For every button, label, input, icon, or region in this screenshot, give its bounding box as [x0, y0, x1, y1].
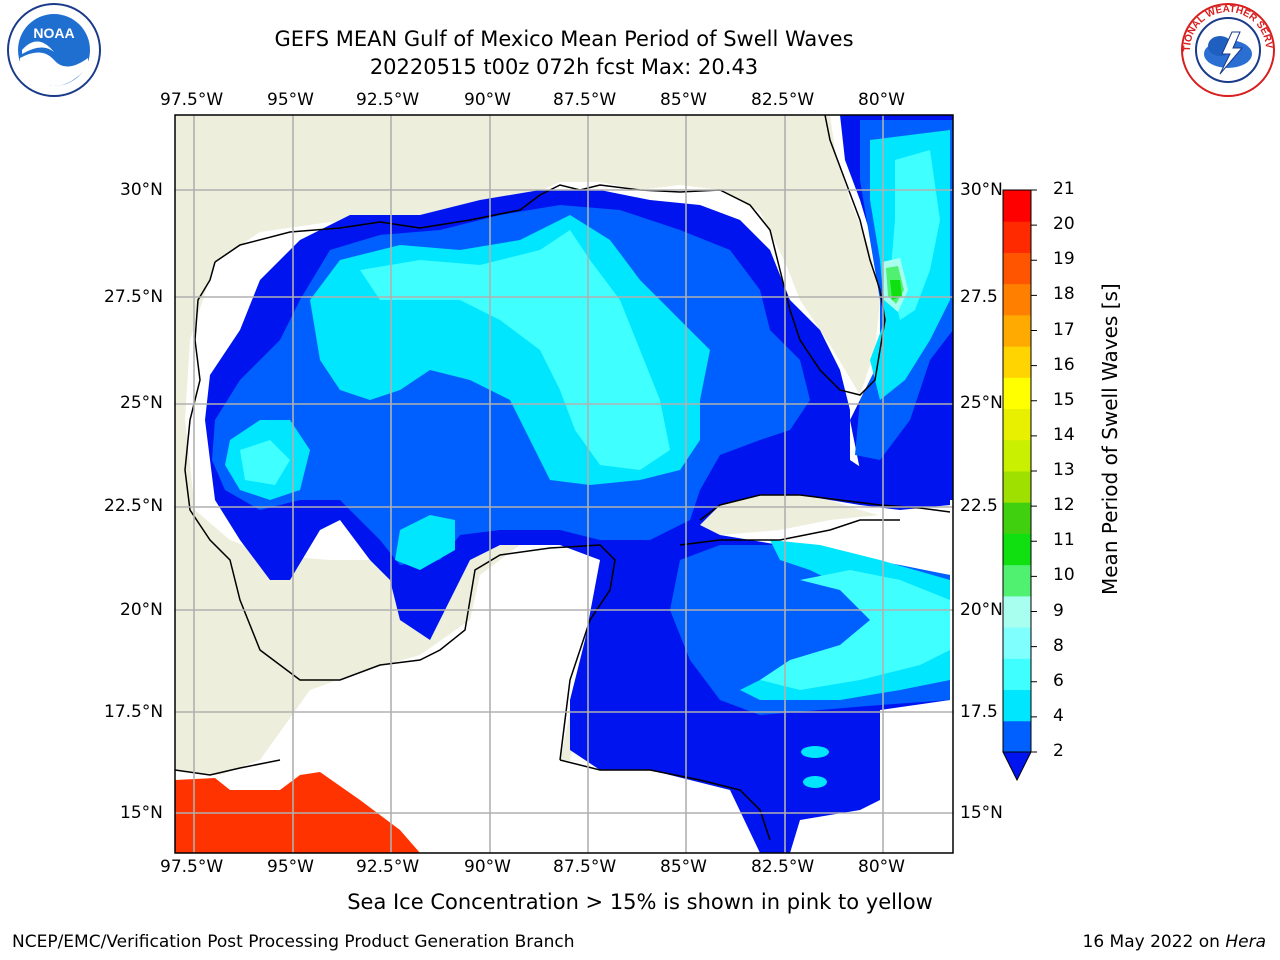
footer-date: 16 May 2022 on Hera: [1083, 932, 1267, 952]
lon-tick-bottom-5: 85°W: [660, 857, 707, 877]
colorbar-swatch: [1003, 595, 1031, 628]
footer-credit: NCEP/EMC/Verification Post Processing Pr…: [12, 932, 575, 952]
lon-tick-bottom-7: 80°W: [858, 857, 905, 877]
chart-subtitle: 20220515 t00z 072h fcst Max: 20.43: [369, 55, 759, 79]
lat-tick-left-0: 30°N: [120, 180, 163, 200]
colorbar-swatch: [1003, 471, 1031, 503]
colorbar-tick-label: 19: [1053, 249, 1075, 270]
lat-tick-left-3: 22.5°N: [104, 496, 164, 516]
colorbar-tick-label: 2: [1053, 741, 1064, 761]
colorbar-swatch: [1003, 314, 1031, 347]
colorbar-tick-label: 14: [1053, 424, 1075, 445]
colorbar-swatch: [1003, 346, 1031, 378]
colorbar-tick-label: 21: [1053, 179, 1075, 199]
lat-tick-right-4: 20°N: [960, 600, 1003, 620]
lat-tick-right-1: 27.5: [960, 287, 998, 307]
lon-tick-top-1: 95°W: [267, 90, 314, 110]
sea-ice-note: Sea Ice Concentration > 15% is shown in …: [347, 890, 933, 914]
lon-tick-bottom-6: 82.5°W: [751, 857, 815, 877]
colorbar-swatch: [1003, 408, 1031, 441]
lon-tick-top-5: 85°W: [660, 90, 707, 110]
colorbar-swatch: [1003, 221, 1031, 253]
lon-tick-bottom-1: 95°W: [267, 857, 314, 877]
nws-logo: NATIONAL WEATHER SERVICE: [1176, 2, 1275, 97]
lat-tick-right-2: 25°N: [960, 393, 1003, 413]
colorbar-tick-label: 17: [1053, 319, 1075, 340]
colorbar-swatch: [1003, 720, 1031, 753]
svg-text:NOAA: NOAA: [33, 25, 74, 41]
colorbar-swatch: [1003, 190, 1031, 222]
colorbar-tick-label: 15: [1053, 389, 1075, 410]
colorbar-label: Mean Period of Swell Waves [s]: [1098, 283, 1122, 595]
colorbar-tick-label: 8: [1053, 635, 1064, 656]
lon-tick-top-7: 80°W: [858, 90, 905, 110]
map-frame: [174, 114, 954, 854]
lon-tick-top-6: 82.5°W: [751, 90, 815, 110]
colorbar-tick-label: 4: [1053, 705, 1064, 726]
colorbar: [1002, 189, 1037, 782]
colorbar-swatch: [1003, 252, 1031, 285]
lon-tick-bottom-3: 90°W: [464, 857, 511, 877]
colorbar-tick-label: 6: [1053, 670, 1064, 691]
colorbar-tick-label: 13: [1053, 460, 1075, 480]
lat-tick-left-4: 20°N: [120, 600, 163, 620]
colorbar-tick-label: 16: [1053, 354, 1075, 375]
colorbar-swatch: [1003, 689, 1031, 722]
lon-tick-top-2: 92.5°W: [356, 90, 420, 110]
colorbar-swatch: [1003, 564, 1031, 597]
colorbar-swatch: [1003, 533, 1031, 566]
colorbar-swatch: [1003, 439, 1031, 472]
noaa-logo: NOAA: [7, 3, 101, 97]
footer-host: Hera: [1225, 932, 1266, 952]
chart-title: GEFS MEAN Gulf of Mexico Mean Period of …: [274, 27, 854, 51]
colorbar-tick-label: 18: [1053, 284, 1075, 305]
lon-tick-top-0: 97.5°W: [160, 90, 224, 110]
lat-tick-left-5: 17.5°N: [104, 702, 164, 722]
lon-tick-top-4: 87.5°W: [553, 90, 617, 110]
lat-tick-right-0: 30°N: [960, 180, 1003, 200]
lat-tick-left-2: 25°N: [120, 393, 163, 413]
colorbar-tick-label: 11: [1053, 530, 1075, 551]
colorbar-swatch: [1003, 502, 1031, 534]
colorbar-swatch: [1003, 627, 1031, 659]
lat-tick-right-6: 15°N: [960, 803, 1003, 823]
colorbar-swatch: [1003, 377, 1031, 410]
colorbar-tick-label: 12: [1053, 495, 1075, 516]
footer-date-text: 16 May 2022 on: [1082, 932, 1226, 952]
colorbar-extend-arrow: [1002, 751, 1032, 782]
lat-tick-right-5: 17.5: [960, 702, 998, 722]
colorbar-tick-label: 10: [1053, 565, 1075, 586]
coastlines: [175, 115, 951, 841]
lon-tick-bottom-0: 97.5°W: [160, 857, 224, 877]
lat-tick-left-6: 15°N: [120, 803, 163, 823]
lat-tick-left-1: 27.5°N: [104, 287, 164, 307]
lon-tick-bottom-2: 92.5°W: [356, 857, 420, 877]
colorbar-swatch: [1003, 658, 1031, 691]
graticule: [175, 115, 953, 853]
lat-tick-right-3: 22.5: [960, 496, 998, 516]
lon-tick-bottom-4: 87.5°W: [553, 857, 617, 877]
swell-period-field: [205, 115, 953, 853]
colorbar-tick-label: 9: [1053, 600, 1064, 621]
lon-tick-top-3: 90°W: [464, 90, 511, 110]
colorbar-swatch: [1003, 283, 1031, 316]
colorbar-tick-label: 20: [1053, 214, 1075, 235]
